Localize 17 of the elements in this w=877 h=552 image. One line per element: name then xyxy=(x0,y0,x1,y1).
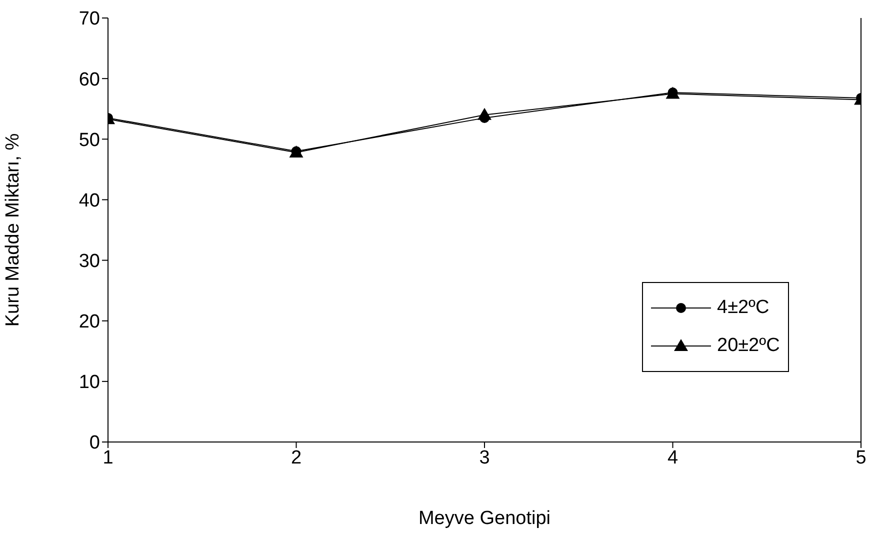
y-tick-label: 20 xyxy=(78,312,100,333)
y-tick-label: 60 xyxy=(78,69,100,90)
legend-label: 4±2ºC xyxy=(717,297,770,319)
x-tick-label: 3 xyxy=(479,447,490,468)
x-tick-label: 4 xyxy=(667,447,678,468)
y-tick-label: 70 xyxy=(78,8,100,30)
x-tick-label: 5 xyxy=(856,447,866,468)
y-tick-label: 40 xyxy=(78,190,100,212)
y-tick-label: 0 xyxy=(89,432,100,454)
y-axis-title: Kuru Madde Miktarı, % xyxy=(2,133,24,327)
y-tick-label: 30 xyxy=(78,251,100,272)
x-tick-label: 2 xyxy=(290,447,302,468)
y-tick-label: 10 xyxy=(78,372,100,394)
x-tick-label: 1 xyxy=(102,447,114,468)
x-axis-title: Meyve Genotipi xyxy=(418,508,551,529)
legend-label: 20±2ºC xyxy=(717,335,780,357)
y-tick-label: 50 xyxy=(78,130,100,151)
